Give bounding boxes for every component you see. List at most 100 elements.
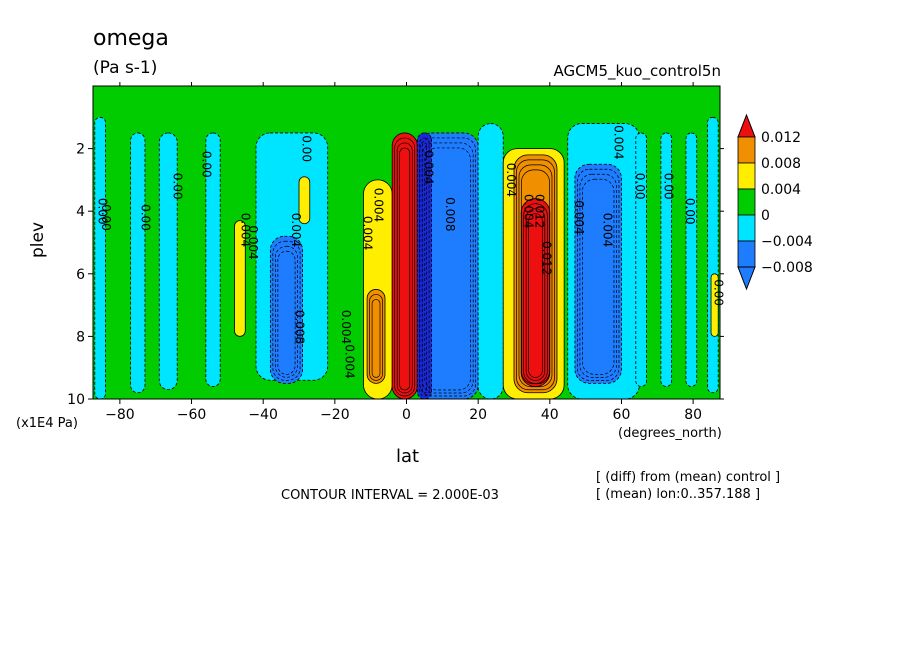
colorbar-box — [737, 136, 756, 164]
field-cyan-column — [477, 123, 504, 400]
contour-line — [516, 159, 555, 391]
contour-label: 0.004 — [343, 344, 357, 378]
field-cyan-column — [660, 132, 673, 387]
contour-line — [399, 147, 411, 391]
contour-interval-text: CONTOUR INTERVAL = 2.000E-03 — [281, 488, 499, 503]
contour-label: 0.00 — [99, 204, 113, 231]
contour-label: 0.00 — [199, 151, 213, 178]
colorbar-label: −0.004 — [761, 234, 813, 250]
colorbar-box — [737, 188, 756, 216]
colorbar-label: 0.004 — [761, 182, 801, 198]
contour-line — [528, 213, 543, 378]
contour-label: 0.004 — [611, 125, 625, 159]
field-orange-region — [366, 289, 386, 384]
x-tick-label: −20 — [320, 407, 350, 423]
contour-line — [525, 208, 546, 381]
contour-label: 0.00 — [300, 135, 314, 162]
contour-line — [369, 294, 383, 381]
contour-line — [577, 168, 620, 381]
diff-note: [ (diff) from (mean) control ] — [596, 470, 781, 485]
x-tick-label: −40 — [248, 407, 278, 423]
mean-note: [ (mean) lon:0..357.188 ] — [596, 487, 761, 502]
contour-line — [272, 240, 301, 381]
contour-label: 0.004 — [339, 310, 353, 344]
contour-label: 0.012 — [540, 241, 554, 275]
contour-label: 0.00 — [138, 204, 152, 231]
contour-line — [396, 142, 413, 394]
x-tick-label: 40 — [541, 407, 559, 423]
field-cyan-column — [685, 132, 698, 387]
x-tick-label: 80 — [684, 407, 702, 423]
contour-label: 0.004 — [239, 213, 253, 247]
colorbar-label: 0.012 — [761, 130, 801, 146]
x-axis-unit: (degrees_north) — [618, 426, 722, 441]
colorbar-label: −0.008 — [761, 260, 813, 276]
contour-line — [275, 245, 298, 378]
field-blue-core — [574, 163, 622, 384]
colorbar-label: 0.008 — [761, 156, 801, 172]
contour-label: 0.004 — [371, 188, 385, 222]
colorbar-box — [737, 240, 756, 268]
field-blue-core — [269, 235, 303, 384]
colorbar-box — [737, 214, 756, 242]
contour-label: 0.004 — [421, 150, 435, 184]
contour-label: 0.004 — [246, 225, 260, 259]
y-tick-label: 4 — [76, 204, 85, 220]
field-cyan-column — [707, 116, 719, 394]
contour-label: 0.004 — [572, 200, 586, 234]
contour-label: 0.004 — [361, 216, 375, 250]
contour-line — [421, 142, 427, 394]
experiment-name: AGCM5_kuo_control5n — [553, 62, 721, 80]
field-cyan-column — [130, 132, 146, 394]
field-red-core — [391, 132, 418, 400]
x-tick-label: 60 — [613, 407, 631, 423]
colorbar-bottom-arrow — [737, 266, 756, 291]
contour-line — [579, 173, 617, 378]
contour-line — [523, 203, 548, 384]
contour-label: 0.00 — [712, 279, 726, 306]
y-tick-label: 2 — [76, 142, 85, 158]
contour-line — [394, 137, 416, 397]
field-cyan-column — [635, 132, 647, 387]
field-cyan-column — [205, 132, 221, 387]
contour-line — [277, 250, 296, 375]
field-cyan-column — [94, 116, 106, 400]
chart-units: (Pa s-1) — [93, 58, 158, 78]
field-yellow-column — [298, 176, 311, 225]
contour-line — [582, 178, 615, 375]
x-tick-label: 0 — [402, 407, 411, 423]
contour-label: 0.004 — [522, 194, 536, 228]
contour-label: 0.00 — [683, 198, 697, 225]
contour-line — [419, 137, 477, 397]
y-tick-label: 10 — [67, 392, 85, 408]
contour-line — [371, 299, 381, 378]
contour-label: 0.00 — [633, 173, 647, 200]
contour-label: 0.004 — [504, 163, 518, 197]
contour-label: 0.00 — [171, 173, 185, 200]
x-tick-label: −60 — [177, 407, 207, 423]
field-yellow-column — [710, 273, 719, 337]
y-tick-label: 8 — [76, 329, 85, 345]
contour-label: 0.008 — [292, 310, 306, 344]
colorbar-top-arrow — [737, 113, 756, 138]
x-tick-label: −80 — [105, 407, 135, 423]
contour-label: 0.012 — [532, 194, 546, 228]
contour-line — [419, 137, 430, 397]
chart-title: omega — [93, 26, 169, 51]
contour-label: 0.008 — [443, 197, 457, 231]
x-axis-label: lat — [396, 446, 420, 467]
contour-label: 0.004 — [289, 213, 303, 247]
colorbar-label: 0 — [761, 208, 770, 224]
field-yellow-column — [234, 220, 246, 337]
contour-label: 0.004 — [601, 213, 615, 247]
y-tick-label: 6 — [76, 267, 85, 283]
colorbar-box — [737, 162, 756, 190]
contour-label: 0.00 — [661, 173, 675, 200]
contour-label: 0.00 — [95, 198, 109, 225]
x-tick-label: 20 — [469, 407, 487, 423]
y-axis-multiplier: (x1E4 Pa) — [16, 416, 78, 431]
contour-line — [424, 147, 472, 391]
field-cyan-column — [158, 132, 178, 391]
contour-line — [518, 164, 553, 388]
